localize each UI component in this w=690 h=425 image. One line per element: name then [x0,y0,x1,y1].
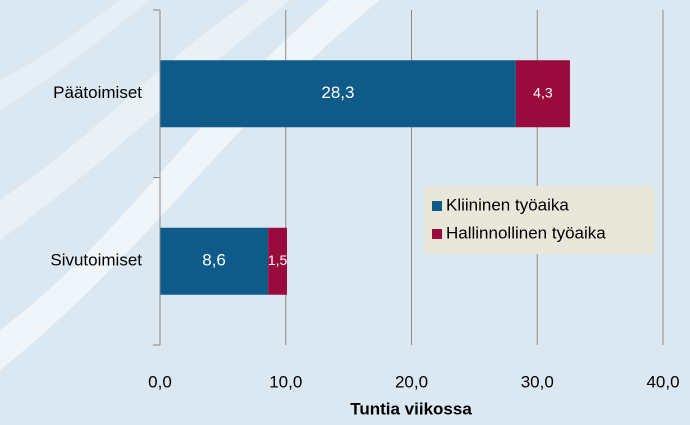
x-tick-label: 10,0 [269,372,302,391]
data-label: 28,3 [321,83,354,102]
y-tick-label: Päätoimiset [53,83,142,102]
bar-segment [160,60,516,128]
bar-segment [268,227,288,295]
x-axis-label: Tuntia viikossa [350,399,472,418]
decor-curve [0,0,150,110]
legend-box [424,186,655,254]
x-tick-label: 30,0 [521,372,554,391]
y-tick-label: Sivutoimiset [50,251,142,270]
bar-segment [160,227,269,295]
bar-segment [515,60,570,128]
decor-curve [0,0,290,240]
decor-curve [0,0,380,370]
data-label: 4,3 [533,84,553,100]
x-tick-label: 0,0 [148,372,172,391]
legend-label: Hallinnollinen työaika [446,223,606,242]
legend: Kliininen työaika Hallinnollinen työaika [424,186,655,254]
x-tick-label: 20,0 [395,372,428,391]
data-label: 1,5 [268,252,288,268]
legend-swatch [432,201,442,211]
data-label: 8,6 [202,251,226,270]
marks: 28,3 4,3 8,6 1,5 [160,60,570,295]
x-tick-label: 40,0 [646,372,679,391]
legend-label: Kliininen työaika [446,195,569,214]
legend-swatch [432,229,442,239]
